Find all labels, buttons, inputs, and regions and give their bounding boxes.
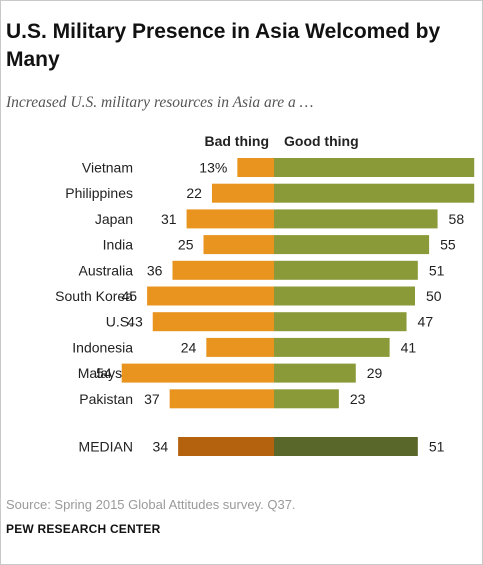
legend-bad-thing: Bad thing xyxy=(204,133,269,149)
data-label-good: 41 xyxy=(401,339,417,355)
bar-bad-thing xyxy=(147,286,274,306)
bar-good-thing xyxy=(274,235,430,255)
source-note: Source: Spring 2015 Global Attitudes sur… xyxy=(6,497,296,512)
data-label-good: 50 xyxy=(426,288,442,304)
category-label: U.S. xyxy=(106,314,133,330)
category-label: Pakistan xyxy=(79,391,133,407)
data-label-bad: 43 xyxy=(127,314,143,330)
organization-label: PEW RESEARCH CENTER xyxy=(6,522,161,536)
data-label-bad: 13% xyxy=(199,160,227,176)
category-label: South Korea xyxy=(55,288,133,304)
bar-good-thing xyxy=(274,286,415,306)
bar-good-thing xyxy=(274,363,356,383)
data-label-good: 23 xyxy=(350,391,366,407)
bar-bad-thing xyxy=(186,209,274,229)
bar-good-thing xyxy=(274,158,475,177)
category-label: Australia xyxy=(79,262,134,278)
chart-row: U.S.43 47 xyxy=(106,312,434,332)
bar-bad-thing xyxy=(206,337,274,357)
data-label-good: 58 xyxy=(449,211,465,227)
data-label-good: 47 xyxy=(418,314,434,330)
bar-bad-thing xyxy=(169,389,274,409)
data-label-good: 55 xyxy=(440,237,456,253)
category-label: Malaysia xyxy=(78,365,133,381)
data-label-bad: 45 xyxy=(122,288,138,304)
data-label-bad: 25 xyxy=(178,237,194,253)
data-label-median-good: 51 xyxy=(429,439,445,455)
category-label: Vietnam xyxy=(82,160,133,176)
data-label-good: 51 xyxy=(429,262,445,278)
legend-good-thing: Good thing xyxy=(284,133,359,149)
bar-good-thing xyxy=(274,337,390,357)
chart-row: Indonesia 24 41 xyxy=(72,337,417,357)
data-label-bad: 22 xyxy=(186,185,202,201)
data-label-bad: 36 xyxy=(147,262,163,278)
chart-row: Philippines2271 xyxy=(65,183,475,203)
category-label: India xyxy=(103,237,134,253)
bar-bad-thing xyxy=(237,158,274,177)
bar-good-thing xyxy=(274,260,418,280)
chart-subtitle: Increased U.S. military resources in Asi… xyxy=(6,94,314,111)
bar-bad-thing xyxy=(203,235,274,255)
data-label-bad: 31 xyxy=(161,211,177,227)
chart-row: Australia 36 51 xyxy=(79,260,445,280)
bar-good-thing xyxy=(274,183,475,203)
data-label-bad: 37 xyxy=(144,391,160,407)
chart-title: U.S. Military Presence in Asia Welcomed … xyxy=(6,20,441,71)
data-label-good: 29 xyxy=(367,365,383,381)
data-label-bad: 24 xyxy=(181,339,197,355)
data-label-bad: 54 xyxy=(96,365,112,381)
bar-bad-thing xyxy=(121,363,274,383)
chart-row: Pakistan 37 23 xyxy=(79,389,366,409)
chart-row: Japan 31 58 xyxy=(95,209,465,229)
category-label: Indonesia xyxy=(72,339,133,355)
bar-bad-thing xyxy=(172,260,274,280)
bar-median-bad xyxy=(178,437,274,456)
category-label: Philippines xyxy=(65,185,133,201)
bar-good-thing xyxy=(274,209,438,229)
category-label: Japan xyxy=(95,211,133,227)
bar-bad-thing xyxy=(152,312,274,332)
bar-bad-thing xyxy=(211,183,274,203)
bar-median-good xyxy=(274,437,418,456)
median-label: MEDIAN xyxy=(79,439,133,455)
bar-good-thing xyxy=(274,312,407,332)
bar-good-thing xyxy=(274,389,339,409)
data-label-median-bad: 34 xyxy=(153,439,169,455)
chart-row: India 25 55 xyxy=(103,235,456,255)
